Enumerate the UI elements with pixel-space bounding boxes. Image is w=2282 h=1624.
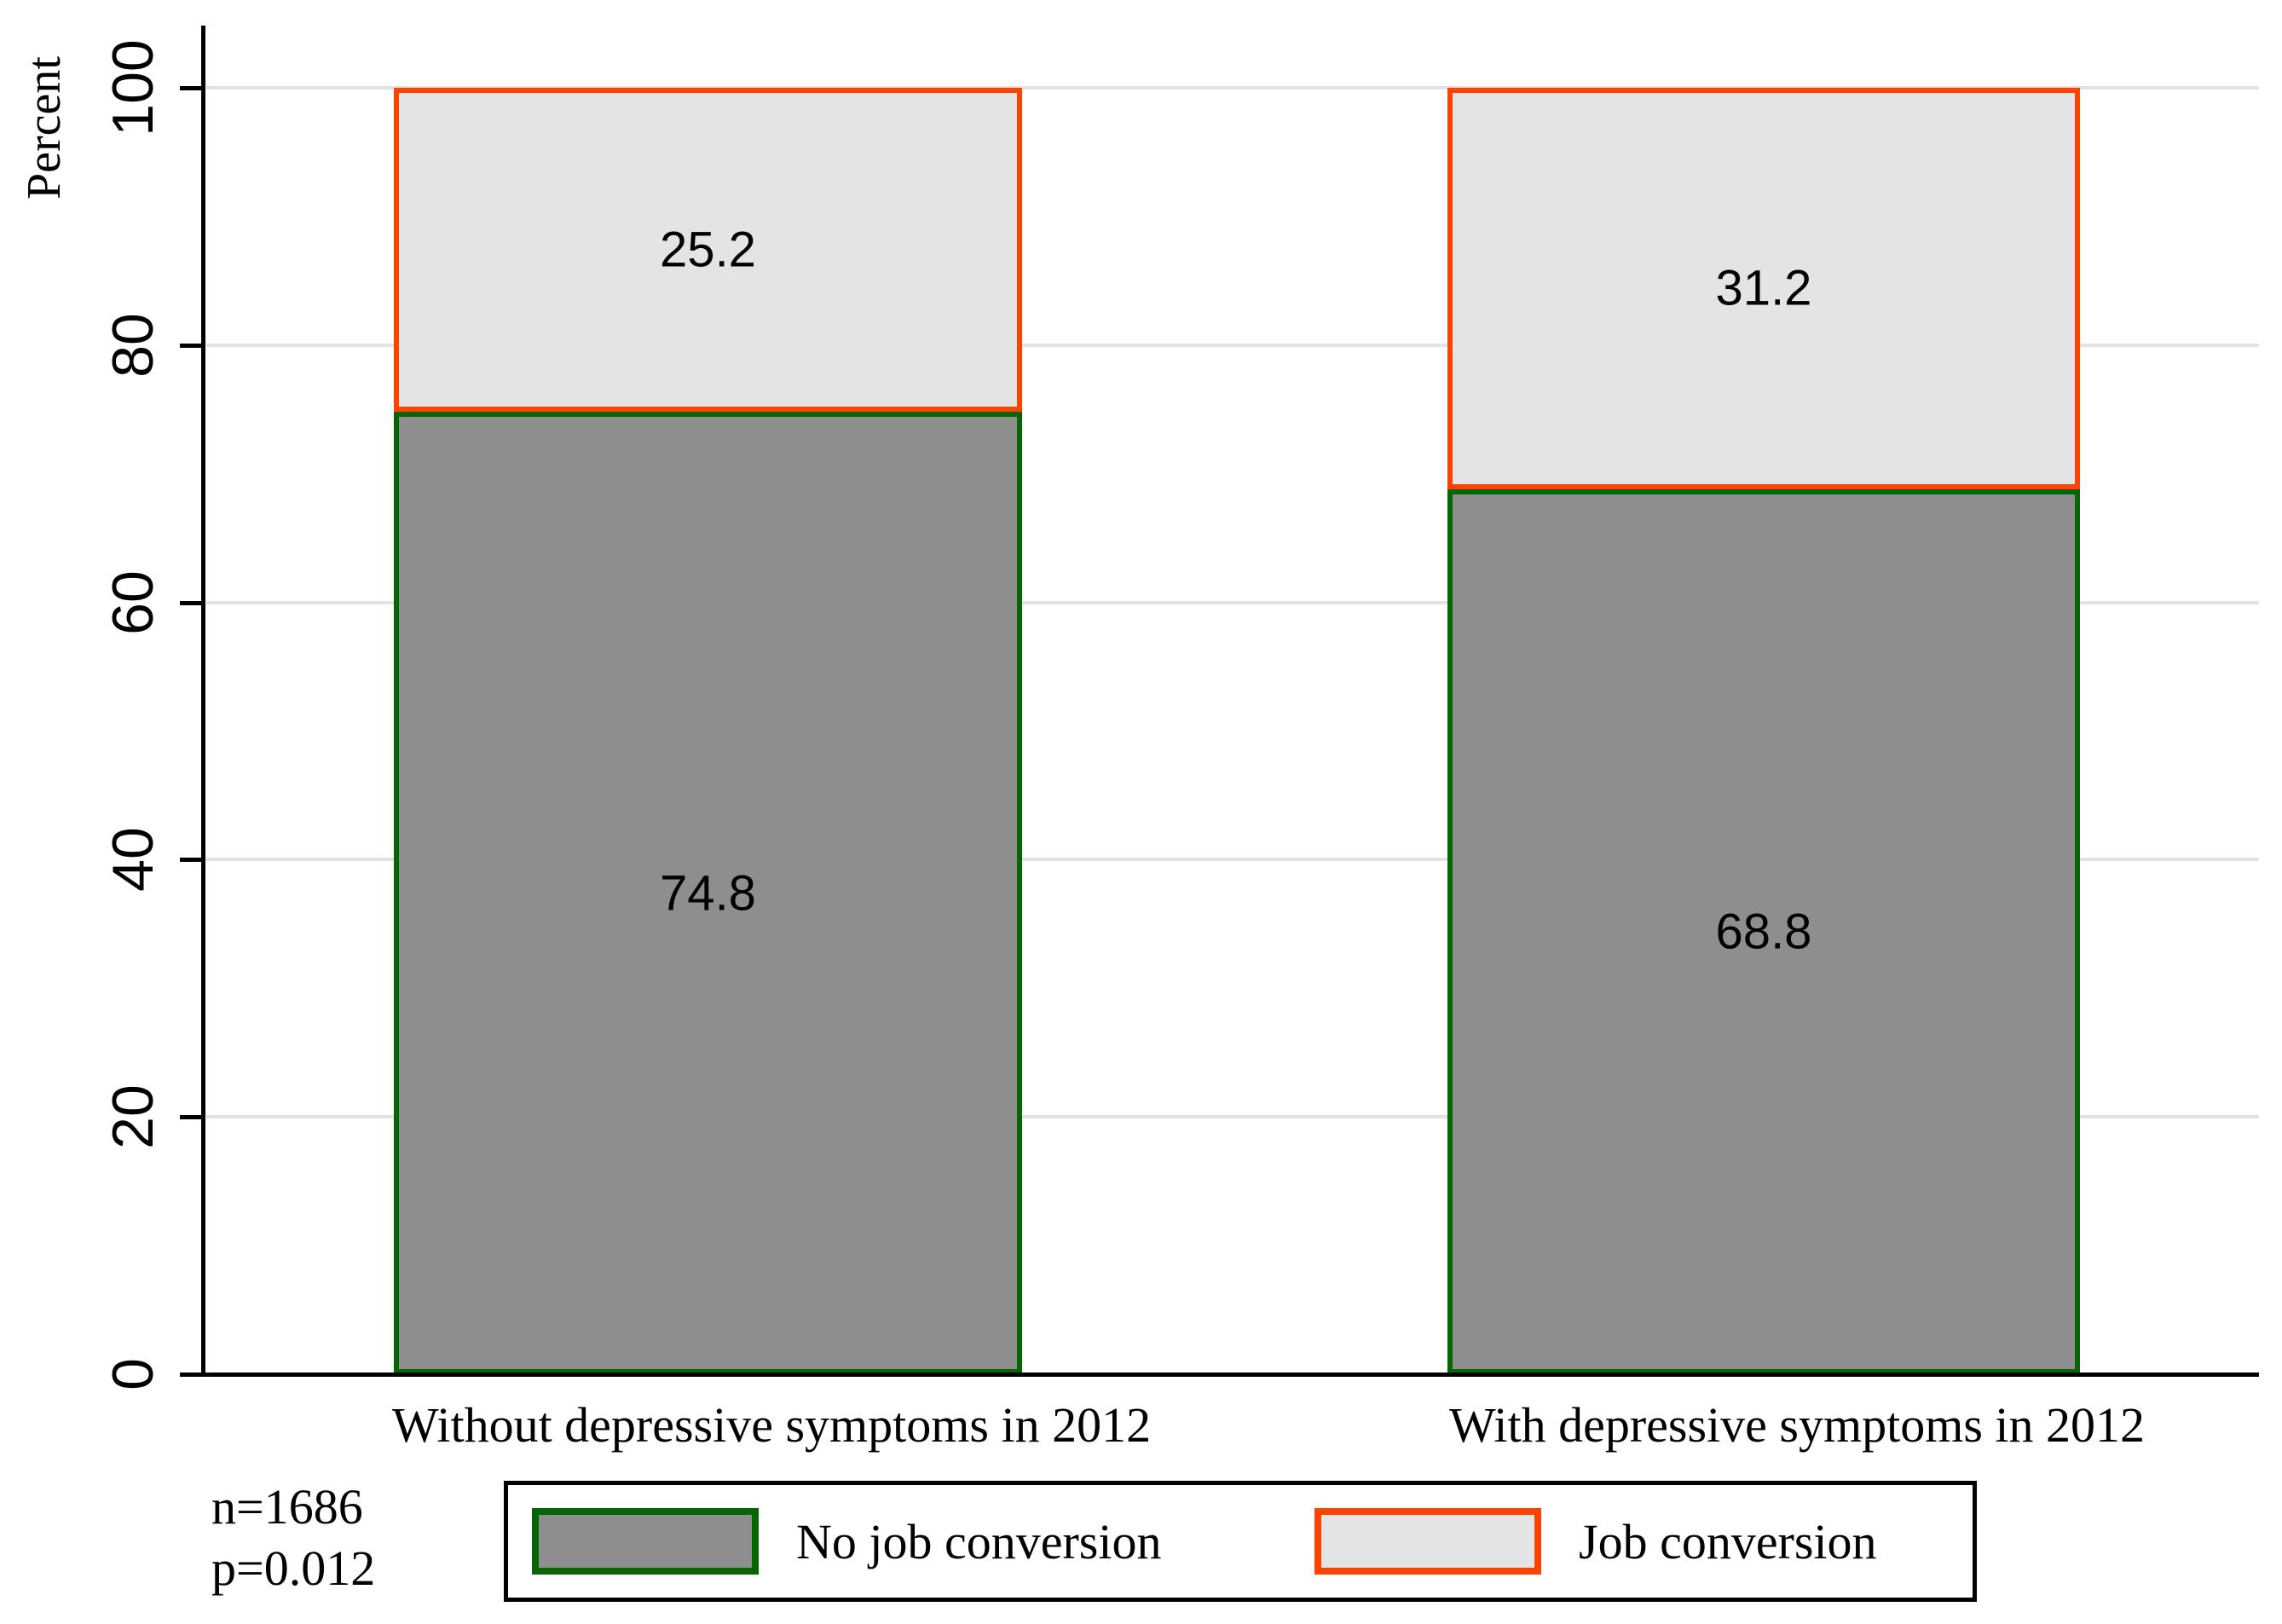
y-tick-100 <box>180 86 205 90</box>
bar-segment-job-conversion <box>1447 88 2080 489</box>
bar-segment-no-job-conversion <box>394 412 1022 1374</box>
legend-label: No job conversion <box>796 1513 1162 1569</box>
legend-entry: Job conversion <box>1314 1485 1877 1598</box>
legend-entry: No job conversion <box>532 1485 1162 1598</box>
category-label: With depressive symptoms in 2012 <box>1448 1397 2146 1453</box>
y-tick-0 <box>180 1373 205 1377</box>
legend: No job conversion Job conversion <box>504 1481 1977 1602</box>
y-tick-60 <box>180 600 205 605</box>
category-label: Without depressive symptoms in 2012 <box>391 1397 1152 1453</box>
y-tick-label: 100 <box>101 39 165 136</box>
value-label: 31.2 <box>1715 260 1812 316</box>
gridline-60 <box>206 600 2259 604</box>
y-tick-20 <box>180 1115 205 1120</box>
annotation-block: n=1686 p=0.012 <box>211 1477 375 1599</box>
y-tick-label: 80 <box>101 312 165 378</box>
y-axis-line <box>201 26 205 1377</box>
x-axis-line <box>180 1373 2259 1377</box>
value-label: 68.8 <box>1715 904 1812 960</box>
gridline-100 <box>206 86 2259 90</box>
legend-swatch <box>1314 1508 1541 1575</box>
y-tick-label: 40 <box>101 827 165 893</box>
y-tick-label: 60 <box>101 569 165 635</box>
y-tick-label: 20 <box>101 1084 165 1150</box>
value-label: 74.8 <box>660 865 756 922</box>
y-tick-80 <box>180 343 205 348</box>
y-axis-title: Percent <box>18 56 71 199</box>
annotation-p-value: p=0.012 <box>211 1540 376 1596</box>
gridline-20 <box>206 1115 2259 1119</box>
y-tick-label: 0 <box>101 1358 165 1390</box>
annotation-sample-size: n=1686 <box>211 1479 363 1534</box>
bar-segment-job-conversion <box>394 88 1022 413</box>
gridline-40 <box>206 858 2259 862</box>
legend-swatch <box>532 1508 759 1575</box>
gridline-80 <box>206 343 2259 347</box>
legend-label: Job conversion <box>1579 1513 1877 1569</box>
bar-segment-no-job-conversion <box>1447 488 2080 1374</box>
value-label: 25.2 <box>660 222 756 278</box>
y-tick-40 <box>180 858 205 863</box>
